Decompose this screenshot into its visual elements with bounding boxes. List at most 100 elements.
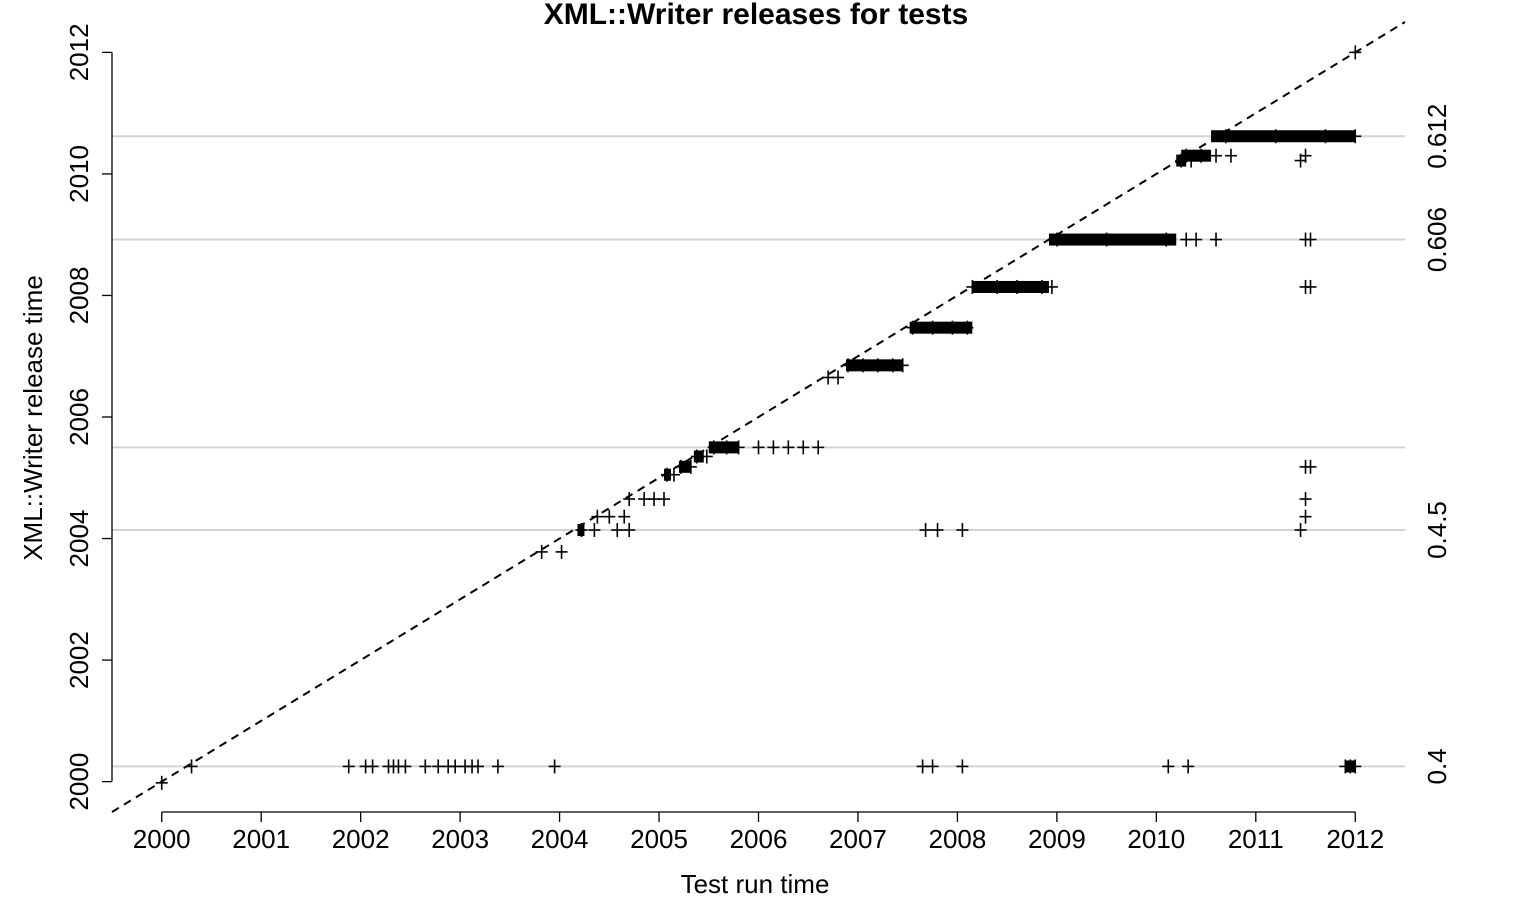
data-point <box>906 320 919 335</box>
data-point <box>603 509 616 524</box>
data-point <box>700 449 713 464</box>
data-point <box>1299 509 1312 524</box>
data-point <box>1045 279 1058 294</box>
data-point <box>1319 129 1332 144</box>
x-tick-label: 2002 <box>332 824 390 854</box>
x-tick-label: 2005 <box>630 824 688 854</box>
data-point <box>832 370 845 385</box>
chart-title: XML::Writer releases for tests <box>544 0 969 31</box>
data-point <box>1304 459 1317 474</box>
x-tick-label: 2007 <box>829 824 887 854</box>
dense-bar <box>909 321 973 334</box>
data-point <box>871 358 884 373</box>
data-point <box>896 358 909 373</box>
data-point <box>342 759 355 774</box>
data-point <box>1219 129 1232 144</box>
data-points <box>155 45 1362 790</box>
x-tick-label: 2010 <box>1127 824 1185 854</box>
data-point <box>1224 148 1237 163</box>
data-point <box>535 544 548 559</box>
y-tick-label: 2002 <box>64 631 94 689</box>
data-point <box>419 759 432 774</box>
data-point <box>1304 279 1317 294</box>
dense-bar <box>1211 130 1356 143</box>
data-point <box>991 279 1004 294</box>
data-point <box>1349 45 1362 60</box>
data-point <box>752 440 765 455</box>
y-tick-label: 2004 <box>64 510 94 568</box>
y-tick-label: 2000 <box>64 753 94 811</box>
x-tick-label: 2009 <box>1028 824 1086 854</box>
data-point <box>732 440 745 455</box>
y-tick-label: 2006 <box>64 388 94 446</box>
release-label: 0.4.5 <box>1422 501 1452 559</box>
data-point <box>797 440 810 455</box>
data-point <box>1182 759 1195 774</box>
y-tick-label: 2012 <box>64 23 94 81</box>
data-point <box>1299 148 1312 163</box>
data-point <box>491 759 504 774</box>
data-point <box>842 358 855 373</box>
data-point <box>623 523 636 538</box>
data-point <box>658 492 671 507</box>
y-axis-label: XML::Writer release time <box>18 275 48 561</box>
data-point <box>575 523 588 538</box>
x-tick-label: 2006 <box>730 824 788 854</box>
data-point <box>707 440 720 455</box>
data-point <box>1180 148 1193 163</box>
data-point <box>1100 232 1113 247</box>
data-point <box>1349 759 1362 774</box>
x-tick-label: 2012 <box>1326 824 1384 854</box>
data-point <box>548 759 561 774</box>
data-point <box>1050 232 1063 247</box>
data-point <box>1162 759 1175 774</box>
data-point <box>611 523 624 538</box>
x-tick-label: 2011 <box>1228 824 1284 854</box>
data-point <box>623 492 636 507</box>
data-point <box>1299 492 1312 507</box>
data-point <box>684 459 697 474</box>
data-point <box>926 759 939 774</box>
data-point <box>1269 129 1282 144</box>
dense-bar <box>972 280 1049 293</box>
data-point <box>618 509 631 524</box>
data-point <box>1304 232 1317 247</box>
data-point <box>919 523 932 538</box>
data-point <box>591 509 604 524</box>
data-point <box>767 440 780 455</box>
data-point <box>366 759 379 774</box>
data-point <box>926 320 939 335</box>
data-point <box>185 759 198 774</box>
dense-bars <box>577 130 1356 773</box>
data-point <box>812 440 825 455</box>
x-tick-label: 2000 <box>133 824 191 854</box>
data-point <box>1011 279 1024 294</box>
release-label: 0.606 <box>1422 207 1452 272</box>
data-point <box>472 759 485 774</box>
x-axis-ticks: 2000 2001 2002 2003 2004 2005 2006 2007 2008 2009… <box>133 812 1384 854</box>
data-point <box>1210 148 1223 163</box>
data-point <box>956 759 969 774</box>
data-point <box>782 440 795 455</box>
data-point <box>946 320 959 335</box>
data-point <box>956 523 969 538</box>
data-point <box>1160 232 1173 247</box>
x-tick-label: 2001 <box>232 824 290 854</box>
data-point <box>1294 523 1307 538</box>
y-tick-label: 2010 <box>64 145 94 203</box>
data-point <box>155 775 168 790</box>
y-axis-ticks: 2000 2002 2004 2006 2008 2010 2012 <box>64 23 112 811</box>
data-point <box>1190 232 1203 247</box>
release-label: 0.612 <box>1422 104 1452 169</box>
data-point <box>667 467 680 482</box>
data-point <box>1210 232 1223 247</box>
data-point <box>1195 148 1208 163</box>
data-point <box>966 279 979 294</box>
x-tick-label: 2004 <box>531 824 589 854</box>
data-point <box>961 320 974 335</box>
data-point <box>588 523 601 538</box>
data-point <box>399 759 412 774</box>
data-point <box>856 358 869 373</box>
x-tick-label: 2008 <box>929 824 987 854</box>
